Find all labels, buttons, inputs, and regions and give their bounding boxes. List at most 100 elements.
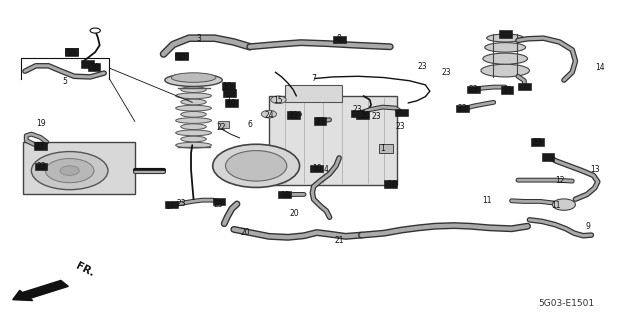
Bar <box>285 85 342 102</box>
Bar <box>34 142 47 150</box>
Ellipse shape <box>486 34 524 42</box>
Bar <box>379 144 393 153</box>
Bar <box>333 36 346 43</box>
Bar <box>310 165 323 172</box>
Ellipse shape <box>180 87 206 93</box>
Ellipse shape <box>180 124 206 130</box>
Text: 22: 22 <box>216 123 226 132</box>
Bar <box>467 86 479 93</box>
Text: 5G03-E1501: 5G03-E1501 <box>538 299 594 308</box>
Text: 23: 23 <box>177 199 186 208</box>
Text: 24: 24 <box>264 111 274 120</box>
Bar <box>81 60 94 68</box>
Ellipse shape <box>483 53 527 64</box>
Text: 23: 23 <box>371 112 381 121</box>
Bar <box>35 163 47 170</box>
Text: 5: 5 <box>62 77 67 86</box>
Bar <box>175 51 188 59</box>
Bar <box>351 110 364 117</box>
Ellipse shape <box>165 74 222 86</box>
Ellipse shape <box>175 105 211 111</box>
Bar <box>541 153 554 161</box>
Circle shape <box>31 152 108 190</box>
Text: 23: 23 <box>34 142 44 151</box>
Bar <box>287 111 300 119</box>
Bar <box>314 117 326 124</box>
Bar <box>223 89 236 97</box>
Ellipse shape <box>484 43 525 52</box>
Bar <box>500 86 513 94</box>
Circle shape <box>45 159 94 183</box>
Bar <box>531 138 543 146</box>
Circle shape <box>225 151 287 181</box>
Bar <box>225 100 238 107</box>
Text: 7: 7 <box>311 74 316 83</box>
Bar <box>269 96 397 185</box>
Text: 10: 10 <box>66 48 76 58</box>
Ellipse shape <box>175 93 211 99</box>
Bar <box>499 30 511 38</box>
Text: 23: 23 <box>468 85 478 94</box>
Text: 2: 2 <box>225 96 230 105</box>
Text: 19: 19 <box>36 119 45 129</box>
Circle shape <box>271 96 286 104</box>
Text: 4: 4 <box>324 165 329 174</box>
Bar <box>166 201 178 208</box>
Text: 11: 11 <box>552 201 561 210</box>
Text: 15: 15 <box>274 96 284 105</box>
Ellipse shape <box>180 111 206 117</box>
Text: 23: 23 <box>213 200 223 209</box>
Bar <box>218 122 229 128</box>
Text: 20: 20 <box>290 209 300 218</box>
Ellipse shape <box>180 136 206 142</box>
Text: 23: 23 <box>442 68 451 77</box>
Text: 23: 23 <box>502 86 512 95</box>
Text: 23: 23 <box>532 137 542 146</box>
Text: 23: 23 <box>352 105 362 114</box>
Bar <box>222 82 235 90</box>
Text: 12: 12 <box>556 176 565 185</box>
Text: 13: 13 <box>590 165 600 174</box>
Circle shape <box>261 110 276 118</box>
Text: 18: 18 <box>280 190 290 200</box>
Bar <box>356 111 369 119</box>
Text: 10: 10 <box>223 82 232 91</box>
Bar <box>212 197 225 205</box>
Text: 23: 23 <box>289 111 298 120</box>
Text: 17: 17 <box>165 202 175 211</box>
Text: 10: 10 <box>387 181 396 189</box>
Circle shape <box>90 28 100 33</box>
Text: 23: 23 <box>458 104 467 113</box>
Text: 3: 3 <box>196 34 201 43</box>
Text: 10: 10 <box>90 63 99 72</box>
Text: 23: 23 <box>36 162 45 171</box>
Text: 8: 8 <box>337 34 342 43</box>
Text: FR.: FR. <box>74 261 96 278</box>
Text: 23: 23 <box>315 117 325 126</box>
Ellipse shape <box>172 73 216 82</box>
Text: 14: 14 <box>595 63 605 72</box>
Ellipse shape <box>175 142 211 148</box>
Circle shape <box>60 166 79 175</box>
Circle shape <box>552 199 575 210</box>
Ellipse shape <box>481 64 529 77</box>
Text: 10: 10 <box>312 164 322 173</box>
Text: 1: 1 <box>380 144 385 153</box>
Text: 23: 23 <box>417 62 427 71</box>
FancyArrow shape <box>13 280 68 300</box>
Text: 9: 9 <box>586 222 591 231</box>
Text: 6: 6 <box>247 120 252 129</box>
Text: 16: 16 <box>360 111 369 120</box>
Text: 11: 11 <box>483 196 492 205</box>
Bar <box>65 48 78 55</box>
Text: 10: 10 <box>177 53 186 62</box>
Bar <box>396 109 408 116</box>
Bar <box>65 48 78 56</box>
Circle shape <box>212 144 300 188</box>
Text: 21: 21 <box>335 236 344 245</box>
Ellipse shape <box>175 130 211 136</box>
Bar <box>518 83 531 90</box>
Bar <box>88 63 100 70</box>
Text: 20: 20 <box>241 228 250 237</box>
Bar <box>456 105 468 113</box>
